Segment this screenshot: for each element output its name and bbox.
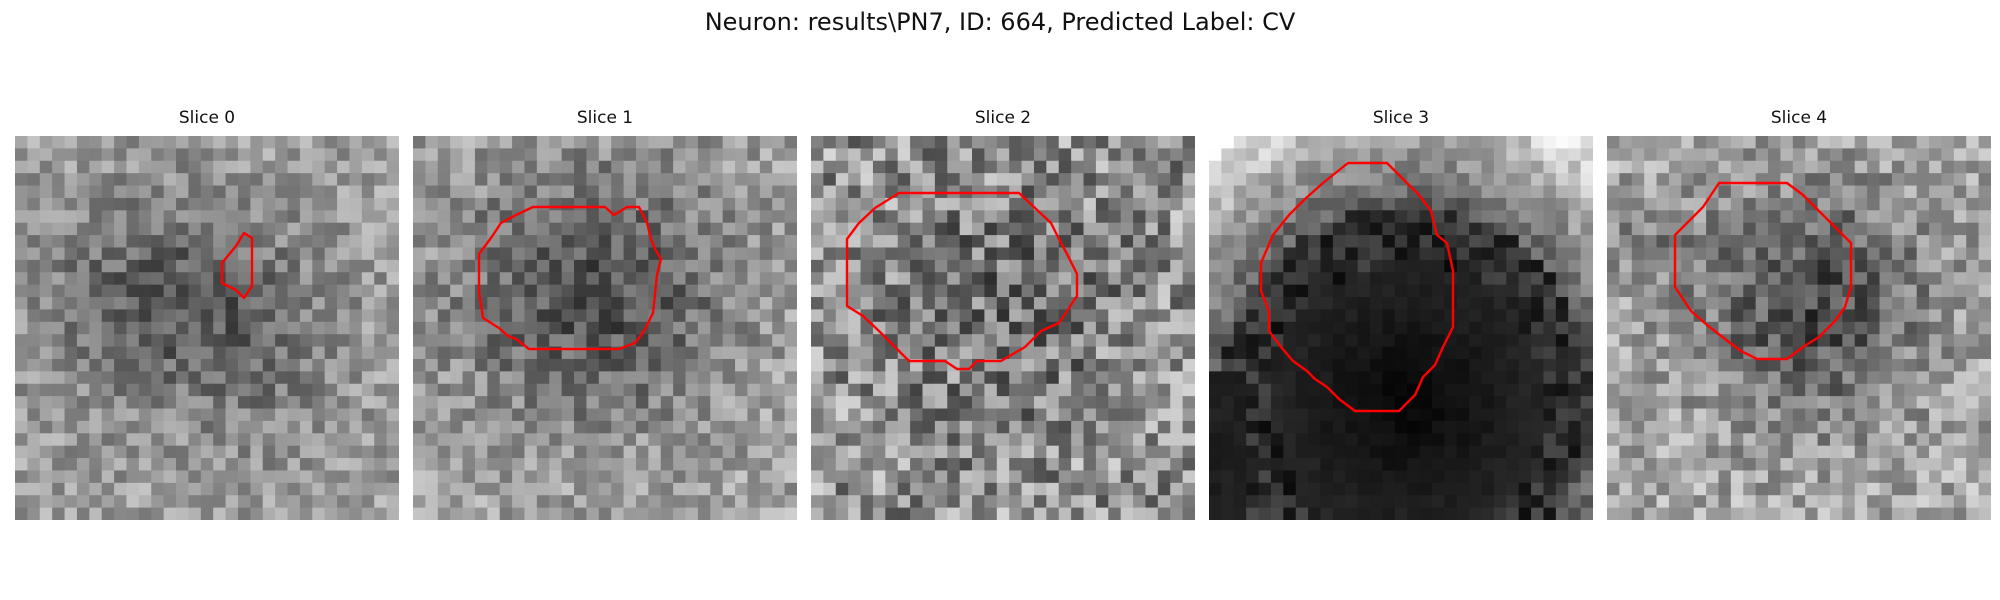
slice-panel-1: Slice 1 <box>413 108 797 520</box>
slice-image-1 <box>413 136 797 520</box>
slice-image-svg-0 <box>15 136 399 520</box>
slice-title-3: Slice 3 <box>1372 108 1430 128</box>
segmentation-contour <box>1259 161 1455 413</box>
slice-title-4: Slice 4 <box>1770 108 1828 128</box>
slice-image-svg-1 <box>413 136 797 520</box>
slice-panel-2: Slice 2 <box>811 108 1195 520</box>
slice-title-1: Slice 1 <box>576 108 634 128</box>
figure-title: Neuron: results\PN7, ID: 664, Predicted … <box>704 8 1296 36</box>
slice-title-0: Slice 0 <box>178 108 236 128</box>
segmentation-contour <box>845 191 1079 371</box>
slice-panel-3: Slice 3 <box>1209 108 1593 520</box>
segmentation-contour <box>1673 181 1853 361</box>
slice-image-svg-2 <box>811 136 1195 520</box>
slice-title-2: Slice 2 <box>974 108 1032 128</box>
segmentation-contour <box>220 231 254 300</box>
slice-image-svg-4 <box>1607 136 1991 520</box>
slice-image-2 <box>811 136 1195 520</box>
segmentation-contour <box>477 205 663 351</box>
slice-image-svg-3 <box>1209 136 1593 520</box>
slice-panel-0: Slice 0 <box>15 108 399 520</box>
slice-image-0 <box>15 136 399 520</box>
slice-image-3 <box>1209 136 1593 520</box>
slice-image-4 <box>1607 136 1991 520</box>
slice-panel-4: Slice 4 <box>1607 108 1991 520</box>
